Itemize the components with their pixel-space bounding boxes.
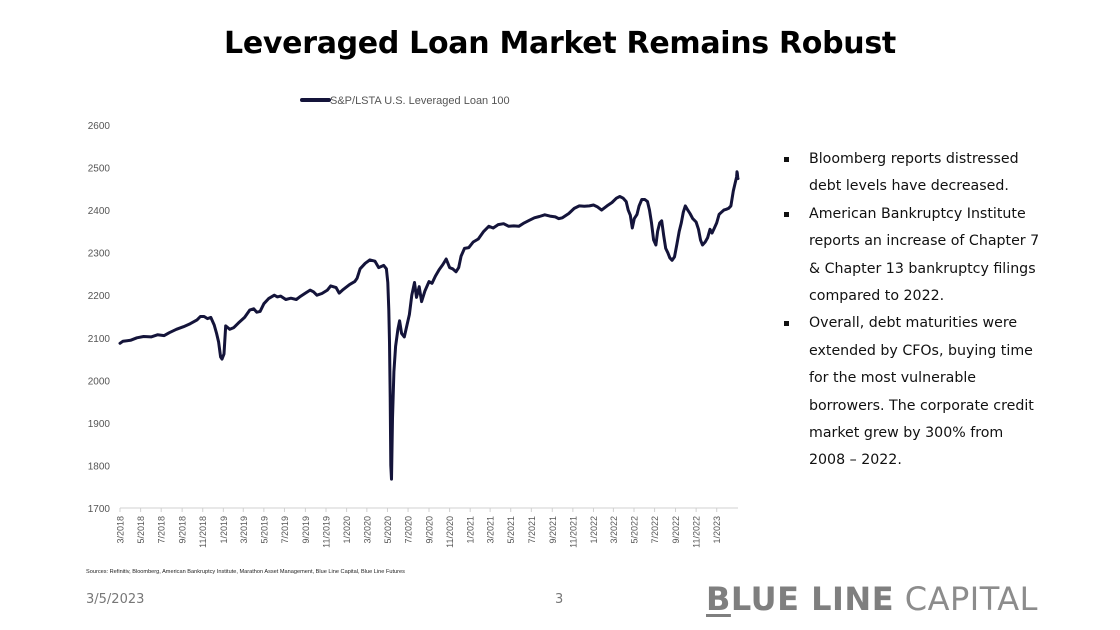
y-tick-label: 1700	[88, 504, 111, 515]
brand-letter-b: B	[706, 580, 731, 618]
x-tick-label: 1/2019	[219, 516, 229, 544]
brand-strong: LUE LINE	[730, 580, 895, 618]
x-tick-label: 3/2021	[486, 516, 496, 544]
x-tick-label: 7/2019	[280, 516, 290, 544]
y-tick-label: 2500	[88, 164, 111, 175]
y-tick-label: 2200	[88, 291, 111, 302]
y-axis: 1700 1800 1900 2000 2100 2200 2300 2400 2500 2600	[88, 121, 111, 515]
x-tick-label: 9/2020	[425, 516, 435, 544]
x-tick-label: 7/2021	[527, 516, 537, 544]
y-tick-label: 2100	[88, 334, 111, 345]
x-tick-label: 1/2023	[712, 516, 722, 544]
y-tick-label: 1800	[88, 461, 111, 472]
slide-title: Leveraged Loan Market Remains Robust	[224, 26, 896, 61]
footer-date: 3/5/2023	[86, 592, 145, 607]
x-tick-label: 11/2019	[322, 516, 332, 548]
x-tick-label: 3/2022	[609, 516, 619, 544]
x-tick-label: 1/2020	[342, 516, 352, 544]
x-tick-label: 9/2022	[671, 516, 681, 544]
x-tick-label: 9/2019	[301, 516, 311, 544]
x-tick-label: 7/2022	[650, 516, 660, 544]
x-tick-label: 7/2018	[157, 516, 167, 544]
commentary-bullets: Bloomberg reports distressed debt levels…	[782, 146, 1042, 475]
page-number: 3	[555, 592, 564, 607]
x-tick-label: 7/2020	[404, 516, 414, 544]
x-tick-label: 3/2020	[362, 516, 372, 544]
y-tick-label: 1900	[88, 419, 111, 430]
x-tick-label: 11/2018	[198, 516, 208, 548]
series-line-leveraged-loan-100	[118, 170, 740, 481]
x-tick-label: 9/2018	[178, 516, 188, 544]
chart-legend: S&P/LSTA U.S. Leveraged Loan 100	[300, 95, 510, 107]
x-tick-label: 11/2021	[568, 516, 578, 548]
bullet-item: American Bankruptcy Institute reports an…	[782, 201, 1042, 311]
bullet-item: Overall, debt maturities were extended b…	[782, 310, 1042, 474]
x-tick-label: 5/2022	[629, 516, 639, 544]
x-tick-label: 1/2022	[589, 516, 599, 544]
x-tick-label: 1/2021	[466, 516, 476, 544]
x-tick-label: 5/2021	[506, 516, 516, 544]
y-tick-label: 2600	[88, 121, 111, 132]
x-tick-label: 3/2018	[116, 516, 126, 544]
legend-label: S&P/LSTA U.S. Leveraged Loan 100	[330, 95, 510, 107]
brand-light: CAPITAL	[894, 580, 1038, 618]
x-tick-label: 9/2021	[548, 516, 558, 544]
y-tick-label: 2400	[88, 206, 111, 217]
x-tick-label: 5/2018	[136, 516, 146, 544]
y-tick-label: 2300	[88, 249, 111, 260]
x-tick-label: 5/2019	[259, 516, 269, 544]
y-tick-label: 2000	[88, 376, 111, 387]
x-axis: 3/2018 5/2018 7/2018 9/2018 11/2018 1/2019 3/2…	[116, 508, 722, 548]
sources-note: Sources: Refinitiv, Bloomberg, American …	[86, 569, 405, 575]
x-tick-label: 11/2022	[692, 516, 702, 548]
x-tick-label: 5/2020	[383, 516, 393, 544]
bullet-item: Bloomberg reports distressed debt levels…	[782, 146, 1042, 201]
x-tick-label: 11/2020	[445, 516, 455, 548]
brand-logo: BLUE LINE CAPITAL	[706, 580, 1038, 618]
x-tick-label: 3/2019	[239, 516, 249, 544]
